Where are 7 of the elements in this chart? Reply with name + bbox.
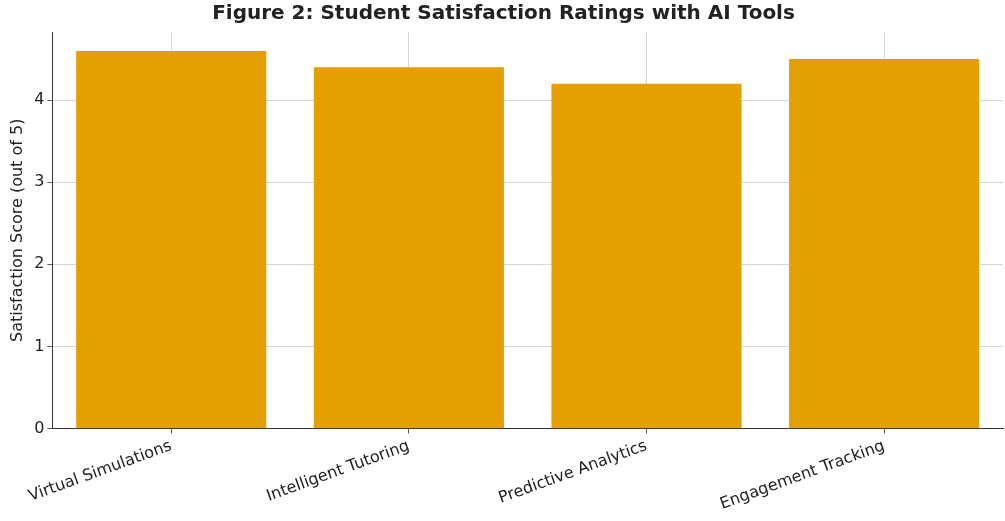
y-tick-label: 4 [34,89,45,109]
chart-title: Figure 2: Student Satisfaction Ratings with AI Tools [212,0,795,25]
y-tick-label: 3 [34,171,45,191]
y-tick-label: 2 [34,253,45,273]
y-tick-label: 1 [34,335,45,355]
y-axis-title: Satisfaction Score (out of 5) [6,118,26,342]
y-tick-label: 0 [34,417,45,437]
